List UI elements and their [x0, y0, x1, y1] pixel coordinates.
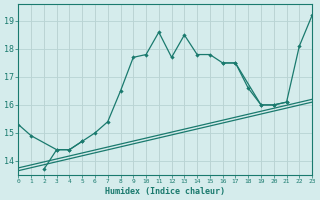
- X-axis label: Humidex (Indice chaleur): Humidex (Indice chaleur): [105, 187, 225, 196]
